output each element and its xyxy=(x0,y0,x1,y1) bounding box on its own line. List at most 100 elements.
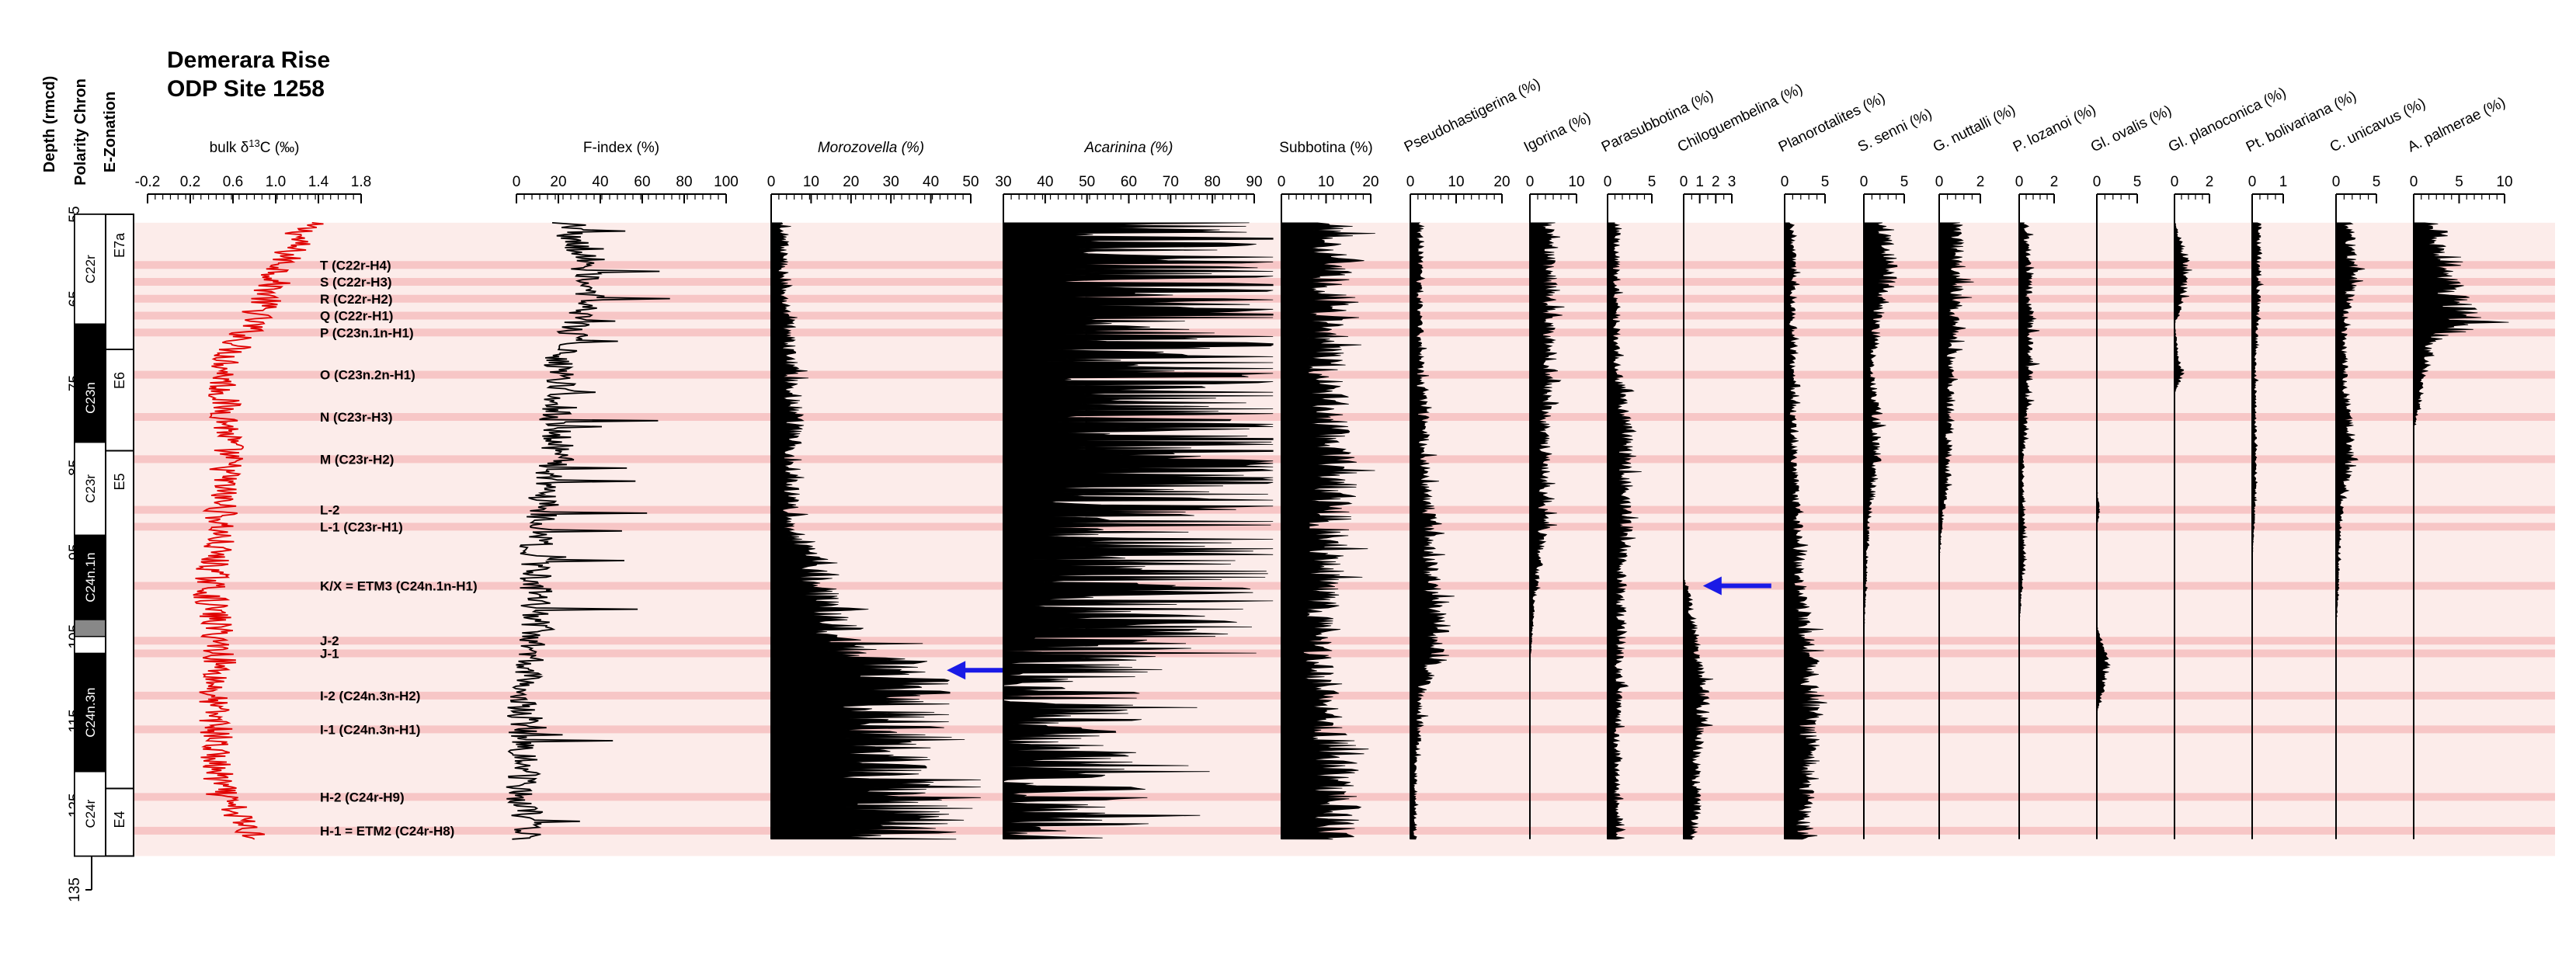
panel-tick-label: 1.0 xyxy=(266,174,286,190)
polarity-chron-name: C24n.1n xyxy=(83,552,98,602)
panel-tick-label: 0 xyxy=(2093,174,2101,190)
panel-tick-label: 0 xyxy=(1860,174,1869,190)
event-label: I-2 (C24n.3n-H2) xyxy=(320,689,420,703)
event-label: J-2 xyxy=(320,634,339,648)
event-label: J-1 xyxy=(320,647,339,662)
panel-tick-label: 10 xyxy=(2496,174,2512,190)
panel-tick-label: 20 xyxy=(1493,174,1510,190)
event-label: H-1 = ETM2 (C24r-H8) xyxy=(320,824,454,839)
event-label: T (C22r-H4) xyxy=(320,258,391,273)
event-label: L-2 xyxy=(320,503,340,518)
e-zone xyxy=(105,450,134,790)
event-band xyxy=(134,582,2555,590)
panel-tick-label: 60 xyxy=(634,174,650,190)
background-layer xyxy=(134,222,2555,856)
panel-title: Gl. ovalis (%) xyxy=(2088,102,2174,155)
panel-tick-label: 0 xyxy=(2248,174,2257,190)
panel-tick-label: 30 xyxy=(995,174,1011,190)
series-area xyxy=(1281,222,1375,840)
panel-tick-label: 0.6 xyxy=(223,174,243,190)
panel-tick-label: 20 xyxy=(1362,174,1378,190)
panel-tick-label: 10 xyxy=(803,174,819,190)
panel-tick-label: 2 xyxy=(1976,174,1985,190)
panel-title: P. lozanoi (%) xyxy=(2011,102,2098,156)
panel-tick-label: 5 xyxy=(1648,174,1656,190)
polarity-chron-name: C23n xyxy=(83,382,98,414)
data-panel: -0.2 0.2 0.6 1.0 1.4 1.8 bulk δ13C (‰) xyxy=(135,137,371,840)
panel-title: Igorina (%) xyxy=(1521,109,1594,156)
marker-arrow-head xyxy=(947,661,966,680)
panel-tick-label: 0 xyxy=(1278,174,1286,190)
series-line xyxy=(193,222,324,840)
panel-tick-label: 90 xyxy=(1246,174,1262,190)
polarity-chron xyxy=(74,636,106,655)
e-zone-name: E5 xyxy=(112,473,127,490)
polarity-chron-name: C22r xyxy=(83,255,98,283)
event-band xyxy=(134,413,2555,421)
panel-tick-label: 0 xyxy=(1406,174,1415,190)
panel-tick-label: 60 xyxy=(1121,174,1137,190)
panel-tick-label: 1 xyxy=(2279,174,2288,190)
panel-title: Acarinina (%) xyxy=(1083,140,1173,156)
panel-tick-label: 5 xyxy=(2373,174,2381,190)
depth-tick-label: 135 xyxy=(67,877,83,902)
event-band xyxy=(134,505,2555,514)
panel-title: Subbotina (%) xyxy=(1279,140,1372,156)
panel-tick-label: 10 xyxy=(1448,174,1464,190)
panel-tick-label: 80 xyxy=(676,174,692,190)
data-panel: 0 10 20 30 40 50 Morozovella (%) xyxy=(767,140,1016,840)
event-label: Q (C22r-H1) xyxy=(320,309,393,324)
panel-tick-label: 80 xyxy=(1205,174,1221,190)
series-area xyxy=(1003,222,1274,840)
event-label: O (C23n.2n-H1) xyxy=(320,368,415,383)
panel-tick-label: 1.8 xyxy=(351,174,371,190)
panel-title: F-index (%) xyxy=(583,140,659,156)
panel-tick-label: 3 xyxy=(1728,174,1736,190)
polarity-chron xyxy=(74,619,106,637)
panel-tick-label: -0.2 xyxy=(135,174,161,190)
panel-tick-label: 0 xyxy=(1604,174,1612,190)
panel-tick-label: 50 xyxy=(962,174,979,190)
panel-tick-label: 50 xyxy=(1079,174,1095,190)
panel-tick-label: 0.2 xyxy=(180,174,200,190)
polarity-chron xyxy=(74,441,106,536)
polarity-chron-label: Polarity Chron xyxy=(72,78,89,186)
panel-tick-label: 2 xyxy=(2206,174,2214,190)
event-band xyxy=(134,725,2555,734)
panel-tick-label: 0 xyxy=(1935,174,1944,190)
panel-tick-label: 70 xyxy=(1163,174,1179,190)
polarity-chron xyxy=(74,771,106,857)
e-zone-name: E6 xyxy=(112,372,127,389)
series-area xyxy=(1410,222,1455,840)
e-zonation-label: E-Zonation xyxy=(102,92,119,172)
event-label: I-1 (C24n.3n-H1) xyxy=(320,722,420,737)
panel-tick-label: 5 xyxy=(1900,174,1909,190)
figure-title-line1: Demerara Rise xyxy=(167,47,331,73)
panel-tick-label: 40 xyxy=(923,174,939,190)
panel-title: Morozovella (%) xyxy=(818,140,924,156)
event-label: R (C22r-H2) xyxy=(320,292,393,307)
panel-tick-label: 1 xyxy=(1695,174,1704,190)
panel-tick-label: 0 xyxy=(513,174,521,190)
panel-tick-label: 20 xyxy=(843,174,859,190)
e-zone-name: E7a xyxy=(112,232,127,258)
panel-tick-label: 0 xyxy=(2015,174,2024,190)
panel-tick-label: 2 xyxy=(1712,174,1720,190)
event-band xyxy=(134,370,2555,379)
event-band xyxy=(134,261,2555,269)
panel-tick-label: 5 xyxy=(2133,174,2142,190)
panel-tick-label: 0 xyxy=(1526,174,1535,190)
depth-axis-label: Depth (rmcd) xyxy=(41,76,58,172)
event-labels: T (C22r-H4) S (C22r-H3) R (C22r-H2) Q (C22r… xyxy=(320,258,478,839)
event-band xyxy=(134,691,2555,700)
event-band xyxy=(134,278,2555,286)
panel-tick-label: 10 xyxy=(1568,174,1584,190)
event-label: N (C23r-H3) xyxy=(320,410,393,425)
event-label: K/X = ETM3 (C24n.1n-H1) xyxy=(320,579,478,594)
event-label: S (C22r-H3) xyxy=(320,275,392,290)
series-area xyxy=(770,222,981,840)
polarity-chron-name: C24n.3n xyxy=(83,687,98,737)
data-panel: 0 20 40 60 80 100 F-index (%) xyxy=(506,140,739,840)
event-band xyxy=(134,455,2555,464)
